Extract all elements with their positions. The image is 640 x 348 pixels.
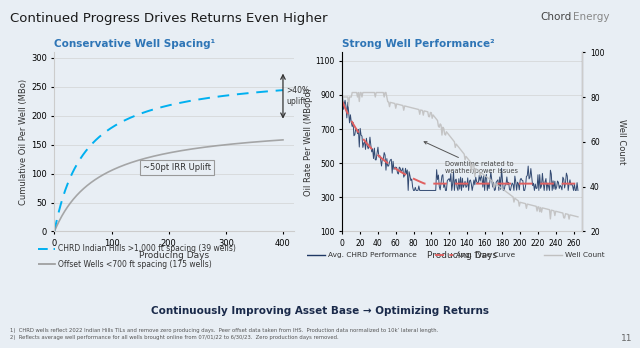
Text: 1)  CHRD wells reflect 2022 Indian Hills TILs and remove zero producing days.  P: 1) CHRD wells reflect 2022 Indian Hills … xyxy=(10,328,438,333)
X-axis label: Producing Days: Producing Days xyxy=(428,251,497,260)
Text: Avg. CHRD Performance: Avg. CHRD Performance xyxy=(328,252,417,258)
Y-axis label: Well Count: Well Count xyxy=(617,119,626,165)
Text: Avg. Type Curve: Avg. Type Curve xyxy=(456,252,515,258)
Y-axis label: Oil Rate Per Well (MBopd): Oil Rate Per Well (MBopd) xyxy=(304,88,313,196)
Text: Conservative Well Spacing¹: Conservative Well Spacing¹ xyxy=(54,39,216,49)
Text: Downtime related to
weather/power issues: Downtime related to weather/power issues xyxy=(424,142,518,174)
Text: ~50pt IRR Uplift: ~50pt IRR Uplift xyxy=(143,163,211,172)
Text: Chord: Chord xyxy=(541,12,572,22)
Text: 11: 11 xyxy=(621,334,632,343)
Text: Energy: Energy xyxy=(573,12,609,22)
Y-axis label: Cumulative Oil Per Well (MBo): Cumulative Oil Per Well (MBo) xyxy=(19,79,28,205)
Text: 2)  Reflects average well performance for all wells brought online from 07/01/22: 2) Reflects average well performance for… xyxy=(10,335,338,340)
Text: Strong Well Performance²: Strong Well Performance² xyxy=(342,39,495,49)
Text: CHRD Indian Hills >1,000 ft spacing (39 wells): CHRD Indian Hills >1,000 ft spacing (39 … xyxy=(58,244,236,253)
X-axis label: Producing Days: Producing Days xyxy=(140,251,209,260)
Text: >40%
uplift: >40% uplift xyxy=(287,86,310,106)
Text: Continued Progress Drives Returns Even Higher: Continued Progress Drives Returns Even H… xyxy=(10,12,327,25)
Text: Continuously Improving Asset Base → Optimizing Returns: Continuously Improving Asset Base → Opti… xyxy=(151,306,489,316)
Text: Well Count: Well Count xyxy=(565,252,604,258)
Text: Offset Wells <700 ft spacing (175 wells): Offset Wells <700 ft spacing (175 wells) xyxy=(58,260,212,269)
